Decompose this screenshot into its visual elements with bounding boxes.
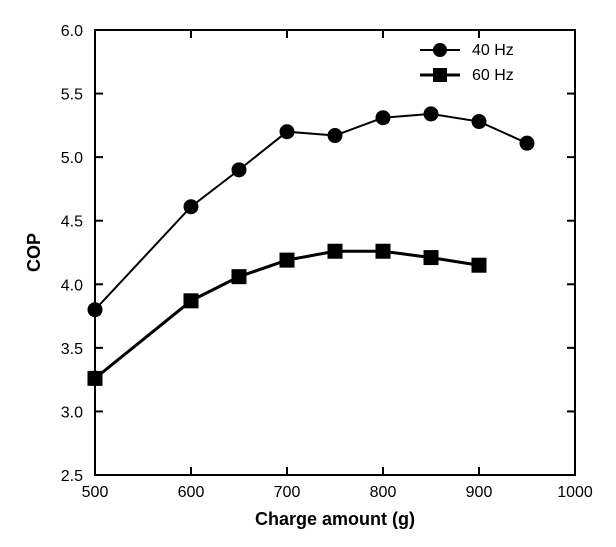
series-marker-0 <box>424 107 438 121</box>
y-tick-label: 5.0 <box>61 150 83 167</box>
series-marker-1 <box>232 270 246 284</box>
y-tick-label: 5.5 <box>61 87 83 104</box>
y-tick-label: 3.5 <box>61 341 83 358</box>
legend-label-1: 60 Hz <box>472 67 514 84</box>
series-marker-0 <box>184 200 198 214</box>
series-marker-0 <box>472 115 486 129</box>
series-marker-1 <box>376 244 390 258</box>
series-marker-0 <box>88 303 102 317</box>
legend-marker-1 <box>433 68 447 82</box>
y-tick-label: 4.5 <box>61 214 83 231</box>
legend-marker-0 <box>433 43 447 57</box>
y-axis-label: COP <box>24 233 44 272</box>
series-marker-0 <box>328 129 342 143</box>
series-marker-1 <box>328 244 342 258</box>
y-tick-label: 4.0 <box>61 277 83 294</box>
chart-svg: 500 600 700 800 900 1000 2.5 3.0 3.5 4.0 4.5 5.0 5.5… <box>0 0 616 547</box>
series-marker-1 <box>472 258 486 272</box>
series-marker-1 <box>88 371 102 385</box>
series-marker-1 <box>184 294 198 308</box>
x-tick-label: 1000 <box>557 484 593 501</box>
series-marker-1 <box>280 253 294 267</box>
legend-label-0: 40 Hz <box>472 42 514 59</box>
series-marker-0 <box>280 125 294 139</box>
x-axis-label: Charge amount (g) <box>255 509 415 529</box>
x-tick-label: 800 <box>370 484 397 501</box>
series-marker-0 <box>376 111 390 125</box>
series-line-0 <box>95 114 527 310</box>
x-tick-label: 700 <box>274 484 301 501</box>
x-tick-label: 600 <box>178 484 205 501</box>
x-tick-label: 500 <box>82 484 109 501</box>
series-marker-0 <box>520 136 534 150</box>
y-tick-label: 3.0 <box>61 404 83 421</box>
chart-container: 500 600 700 800 900 1000 2.5 3.0 3.5 4.0 4.5 5.0 5.5… <box>0 0 616 547</box>
x-tick-label: 900 <box>466 484 493 501</box>
y-tick-label: 2.5 <box>61 468 83 485</box>
y-tick-label: 6.0 <box>61 23 83 40</box>
series-line-1 <box>95 251 479 378</box>
series-marker-0 <box>232 163 246 177</box>
series-marker-1 <box>424 251 438 265</box>
